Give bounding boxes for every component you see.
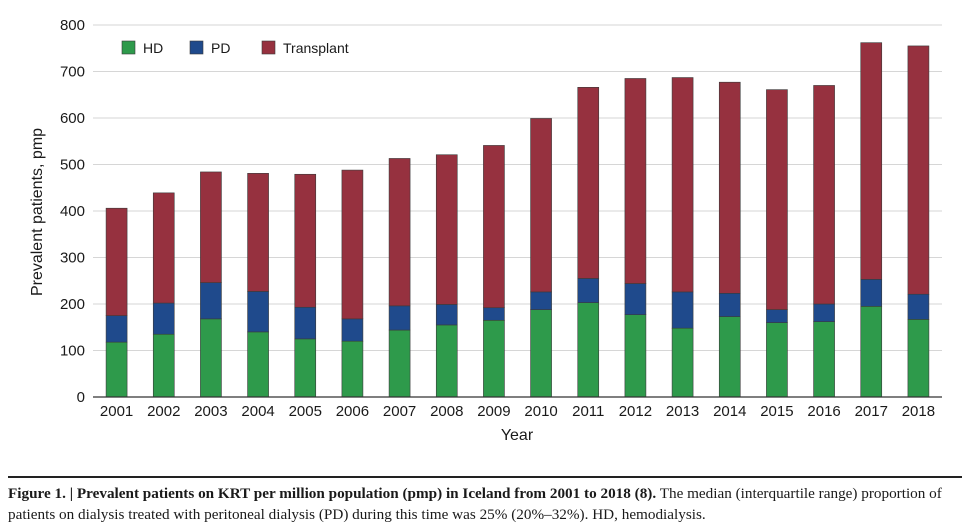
bar-pd-2005	[294, 306, 317, 340]
caption-divider	[8, 476, 962, 478]
x-tick-label: 2016	[807, 403, 840, 420]
bar-pd-2018	[907, 293, 930, 320]
x-tick-label: 2005	[289, 403, 322, 420]
bar-pd-2007	[388, 305, 411, 331]
bar-transplant-2007	[388, 158, 411, 307]
gridlines	[93, 24, 942, 351]
bar-transplant-2018	[907, 45, 930, 295]
bar-pd-2002	[152, 302, 175, 335]
y-tick-label: 300	[60, 250, 85, 267]
bar-hd-2017	[860, 306, 883, 398]
y-tick-label: 0	[77, 389, 85, 406]
bar-hd-2010	[530, 309, 552, 398]
bar-transplant-2017	[860, 42, 883, 280]
bar-transplant-2010	[530, 118, 552, 293]
y-axis-title: Prevalent patients, pmp	[29, 128, 46, 296]
legend-swatch-pd	[189, 40, 204, 55]
bar-hd-2011	[577, 302, 600, 398]
y-tick-label: 400	[60, 203, 85, 220]
x-tick-label: 2017	[855, 403, 888, 420]
bar-transplant-2013	[671, 77, 694, 293]
bar-hd-2007	[388, 329, 411, 398]
bar-hd-2009	[483, 319, 505, 398]
bar-pd-2004	[247, 291, 269, 333]
bar-hd-2006	[341, 340, 364, 398]
y-tick-label: 200	[60, 296, 85, 313]
bar-transplant-2012	[624, 78, 647, 284]
bars	[105, 42, 930, 398]
bar-transplant-2014	[718, 81, 741, 294]
bar-pd-2001	[105, 315, 128, 343]
x-tick-label: 2002	[147, 403, 180, 420]
y-tick-label: 800	[60, 17, 85, 34]
caption-lead: Figure 1. | Prevalent patients on KRT pe…	[8, 485, 657, 502]
x-tick-label: 2013	[666, 403, 699, 420]
bar-hd-2001	[105, 341, 128, 398]
bar-hd-2014	[718, 316, 741, 398]
x-tick-label: 2008	[430, 403, 463, 420]
bar-pd-2011	[577, 278, 600, 303]
x-tick-label: 2003	[194, 403, 227, 420]
x-tick-label: 2007	[383, 403, 416, 420]
bar-hd-2003	[200, 318, 222, 398]
x-tick-label: 2014	[713, 403, 746, 420]
bar-pd-2016	[813, 303, 835, 322]
legend-label-hd: HD	[143, 40, 163, 56]
x-tick-label: 2011	[572, 403, 604, 420]
legend: HD PD Transplant	[121, 40, 349, 56]
bar-hd-2012	[624, 314, 647, 398]
legend-label-pd: PD	[211, 40, 230, 56]
x-tick-label: 2004	[241, 403, 274, 420]
x-tick-label: 2010	[524, 403, 557, 420]
caption-body: The median (interquartile range) proport…	[8, 485, 942, 523]
bar-transplant-2015	[766, 89, 788, 310]
axes: 0 100 200 300 400 500 600 700 800 2001 2002 2003 200…	[60, 17, 942, 420]
y-tick-label: 700	[60, 64, 85, 81]
bar-pd-2003	[200, 282, 222, 320]
x-axis-title: Year	[501, 427, 534, 444]
bar-pd-2010	[530, 291, 552, 310]
bar-hd-2004	[247, 331, 269, 398]
x-tick-label: 2006	[336, 403, 369, 420]
bar-hd-2008	[435, 324, 458, 398]
bar-transplant-2006	[341, 169, 364, 320]
y-tick-label: 600	[60, 110, 85, 127]
x-tick-label: 2001	[100, 403, 133, 420]
bar-hd-2002	[152, 333, 175, 398]
legend-label-transplant: Transplant	[283, 40, 349, 56]
bar-transplant-2011	[577, 87, 600, 279]
bar-transplant-2004	[247, 173, 269, 292]
legend-swatch-transplant	[261, 40, 276, 55]
bar-hd-2005	[294, 338, 317, 398]
x-tick-label: 2015	[760, 403, 793, 420]
bar-hd-2015	[766, 322, 788, 398]
bar-pd-2006	[341, 318, 364, 342]
bar-hd-2016	[813, 321, 835, 398]
bar-hd-2013	[671, 327, 694, 398]
bar-transplant-2009	[483, 145, 505, 309]
bar-pd-2012	[624, 283, 647, 315]
y-tick-label: 100	[60, 343, 85, 360]
bar-pd-2015	[766, 309, 788, 323]
bar-pd-2017	[860, 279, 883, 307]
legend-swatch-hd	[121, 40, 136, 55]
bar-transplant-2005	[294, 173, 317, 308]
x-tick-label: 2012	[619, 403, 652, 420]
bar-transplant-2001	[105, 207, 128, 316]
bar-pd-2013	[671, 291, 694, 329]
x-tick-label: 2018	[902, 403, 935, 420]
bar-transplant-2003	[200, 171, 222, 283]
bar-hd-2018	[907, 319, 930, 398]
y-tick-label: 500	[60, 157, 85, 174]
bar-transplant-2008	[435, 154, 458, 305]
bar-pd-2014	[718, 293, 741, 317]
bar-pd-2009	[483, 307, 505, 321]
bar-transplant-2002	[152, 192, 175, 304]
figure-caption: Figure 1. | Prevalent patients on KRT pe…	[8, 483, 964, 525]
bar-transplant-2016	[813, 85, 835, 305]
x-tick-label: 2009	[477, 403, 510, 420]
stacked-bar-chart: 0 100 200 300 400 500 600 700 800 2001 2002 2003 200…	[29, 17, 942, 444]
bar-pd-2008	[435, 304, 458, 326]
